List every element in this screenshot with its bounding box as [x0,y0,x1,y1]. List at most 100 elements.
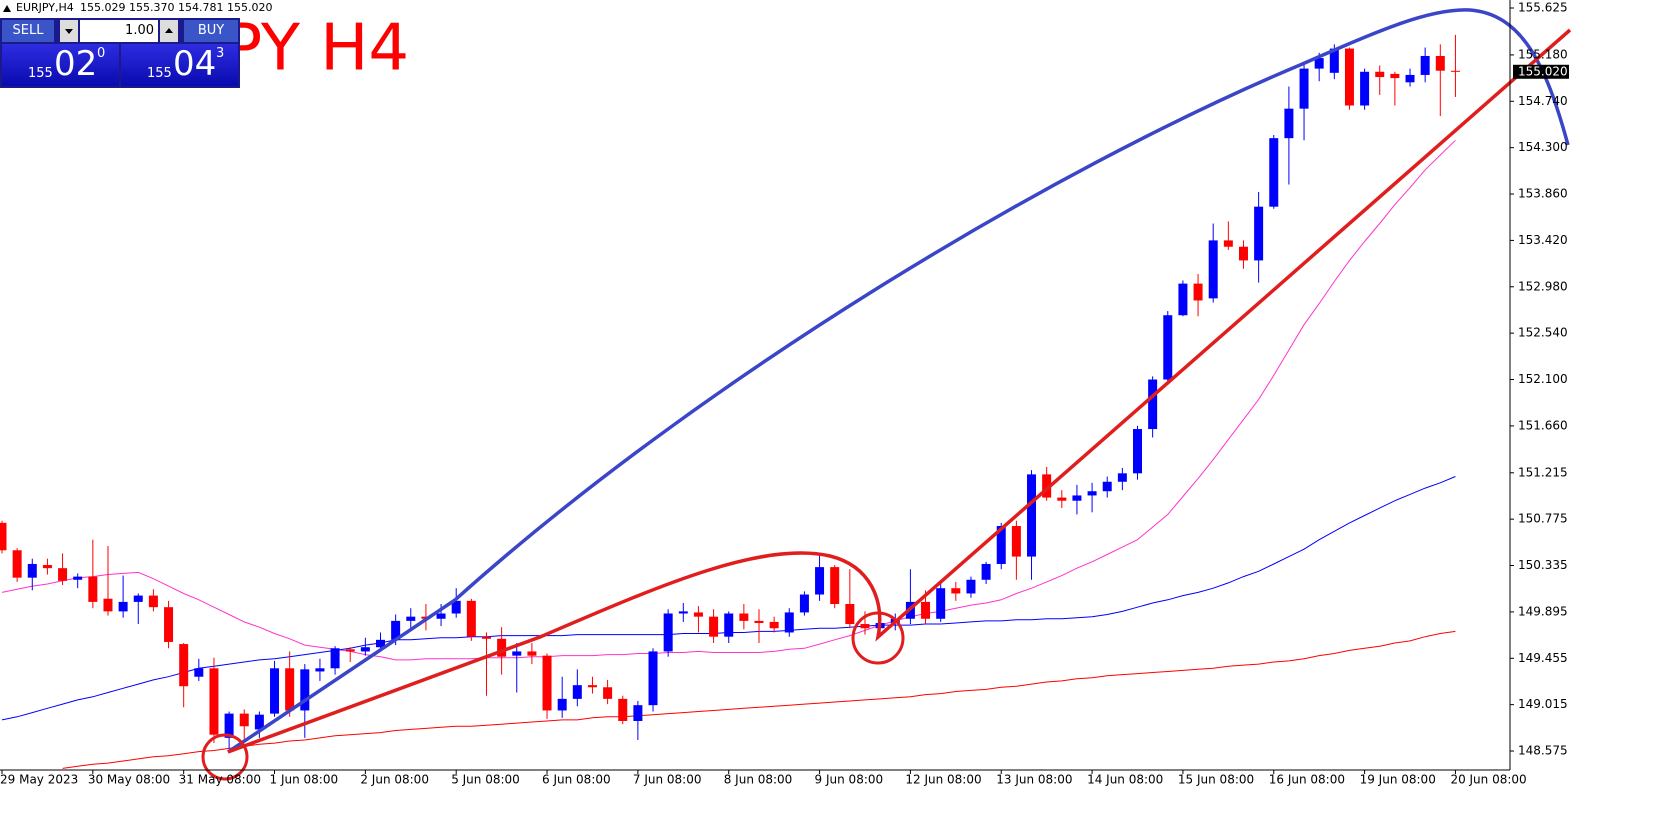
x-tick-label: 15 Jun 08:00 [1178,773,1254,787]
candle-body [709,616,719,637]
candle-body [739,613,749,621]
ask-prefix: 155 [147,66,172,81]
buy-button[interactable]: BUY [184,20,238,42]
candle-body [1390,73,1400,79]
annotation-red-curve [227,28,1572,754]
candle-body [436,613,446,619]
candle-body [376,639,385,648]
candle-body [512,651,522,656]
candle-body [300,669,310,711]
candle-body [179,644,189,687]
candle-body [118,601,128,612]
annotation-blue-curve [227,8,1570,754]
candle-body [1405,74,1415,83]
bid-quote[interactable]: 155 02 0 [2,44,119,86]
collapse-icon[interactable] [3,5,11,12]
candle-body [1208,240,1218,299]
moving-average [1,139,1456,661]
candle-body [1299,68,1309,109]
candle-body [497,638,507,657]
lot-up[interactable] [160,20,178,42]
candle-body [693,612,703,617]
trade-panel: SELL 1.00 BUY 155 02 0 155 04 3 [0,18,240,88]
candle-body [42,565,52,569]
candle-body [164,607,174,642]
candle-body [133,595,143,602]
candle-body [345,649,355,652]
candle-body [239,713,249,727]
candle-body [88,576,98,602]
candle-body [572,685,582,699]
x-tick-label: 2 Jun 08:00 [360,773,429,787]
candle-body [754,620,764,623]
x-tick-label: 8 Jun 08:00 [724,773,793,787]
y-tick-label: 154.300 [1518,140,1568,154]
candle-body [633,705,643,721]
candle-body [466,600,476,637]
sell-button[interactable]: SELL [2,20,54,42]
x-tick-label: 19 Jun 08:00 [1360,773,1436,787]
candle-body [148,595,158,608]
candle-body [103,598,113,612]
candle-body [58,568,68,581]
axis-labels: 155.625 155.180 154.740 154.300 153.860 153.4… [0,1,1569,787]
candle-body [1238,246,1248,261]
candle-body [1375,71,1385,78]
x-tick-label: 12 Jun 08:00 [905,773,981,787]
candle-body [0,522,7,551]
y-tick-label: 151.660 [1518,418,1568,432]
y-tick-label: 150.775 [1518,512,1568,526]
candle-body [1329,48,1339,73]
candle-body [815,567,825,595]
candle-body [966,579,976,594]
candle-body [1435,55,1445,71]
candle-body [1314,58,1324,69]
candle-body [224,713,234,738]
candle-body [1042,474,1052,498]
candle-body [527,651,537,656]
candle-body [860,624,870,629]
candle-body [451,600,461,614]
y-tick-label: 152.980 [1518,279,1568,293]
ask-pips: 04 [173,44,217,84]
candle-body [936,588,946,619]
candle-body [330,648,340,669]
candle-body [1223,240,1233,247]
candle-body [542,655,552,711]
y-tick-label: 155.625 [1518,1,1568,15]
candle-body [1117,473,1127,482]
y-tick-label: 154.740 [1518,94,1568,108]
ask-quote[interactable]: 155 04 3 [121,44,238,86]
lot-down[interactable] [60,20,78,42]
candle-body [254,714,264,730]
candle-body [996,526,1006,564]
y-tick-label: 149.895 [1518,604,1568,618]
annotation-circle [851,611,905,665]
candle-body [1269,138,1279,207]
candle-body [27,563,37,578]
candle-body [784,612,794,633]
bid-prefix: 155 [28,66,53,81]
candle-body [1102,481,1112,492]
y-tick-label: 155.180 [1518,47,1568,61]
y-tick-label: 152.100 [1518,372,1568,386]
y-tick-label: 150.335 [1518,558,1568,572]
y-tick-label: 149.455 [1518,651,1568,665]
price-box [1513,64,1569,79]
y-tick-label: 153.420 [1518,233,1568,247]
candle-body [799,594,809,613]
candle-body [1133,429,1142,474]
candle-body [12,550,22,578]
candle-body [209,668,219,735]
moving-average [62,630,1456,769]
candle-body [1178,283,1188,316]
candle-body [981,563,991,580]
annotation-circle [201,733,249,781]
x-tick-label: 14 Jun 08:00 [1087,773,1163,787]
x-tick-label: 9 Jun 08:00 [815,773,884,787]
lot-input[interactable]: 1.00 [80,20,158,42]
candle-body [769,621,779,629]
candle-body [678,611,688,614]
